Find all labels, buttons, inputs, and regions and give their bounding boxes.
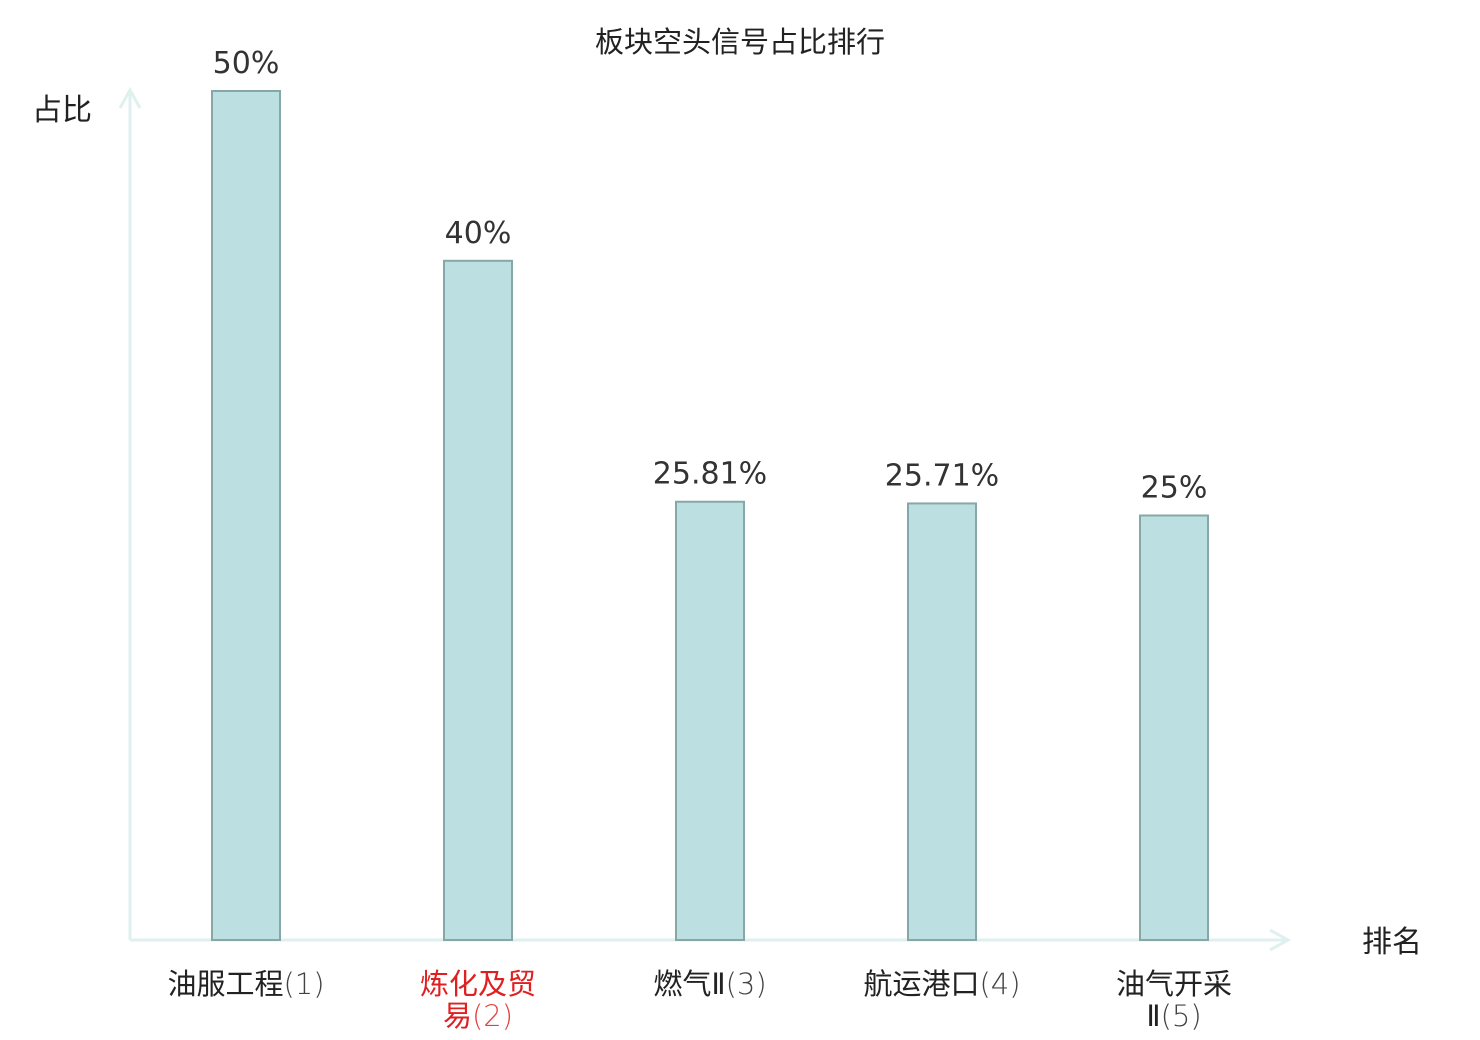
category-rank: (3)	[726, 967, 767, 1001]
y-axis-label: 占比	[32, 93, 92, 128]
category-name: Ⅱ	[1146, 999, 1160, 1033]
category-name: 燃气Ⅱ	[653, 967, 725, 1001]
category-label: 炼化及贸	[420, 967, 536, 1001]
bar	[1140, 516, 1208, 941]
category-label: 油服工程(1)	[167, 967, 324, 1001]
value-label: 40%	[445, 216, 512, 251]
value-label: 50%	[213, 46, 280, 81]
value-label: 25.81%	[653, 457, 767, 492]
category-rank: (5)	[1161, 999, 1202, 1033]
category-name: 油气开采	[1116, 967, 1232, 1001]
category-name: 航运港口	[863, 967, 979, 1001]
bars-group	[212, 91, 1208, 940]
value-label: 25%	[1141, 471, 1208, 506]
category-name: 炼化及贸	[420, 967, 536, 1001]
category-label: 易(2)	[443, 999, 513, 1033]
x-axis-label: 排名	[1362, 925, 1422, 960]
category-name: 油服工程	[167, 967, 283, 1001]
y-axis	[120, 90, 140, 940]
category-rank: (2)	[472, 999, 513, 1033]
chart-title: 板块空头信号占比排行	[595, 25, 885, 59]
category-rank: (4)	[979, 967, 1020, 1001]
category-label: Ⅱ(5)	[1146, 999, 1201, 1033]
bar	[444, 261, 512, 940]
bar	[676, 502, 744, 940]
category-label: 油气开采	[1116, 967, 1232, 1001]
category-label: 航运港口(4)	[863, 967, 1020, 1001]
category-name: 易	[443, 999, 472, 1033]
bar	[908, 503, 976, 940]
category-label: 燃气Ⅱ(3)	[653, 967, 766, 1001]
bar	[212, 91, 280, 940]
value-label: 25.71%	[885, 458, 999, 493]
category-rank: (1)	[283, 967, 324, 1001]
value-labels-group: 50% 40% 25.81% 25.71% 25%	[213, 46, 1208, 506]
